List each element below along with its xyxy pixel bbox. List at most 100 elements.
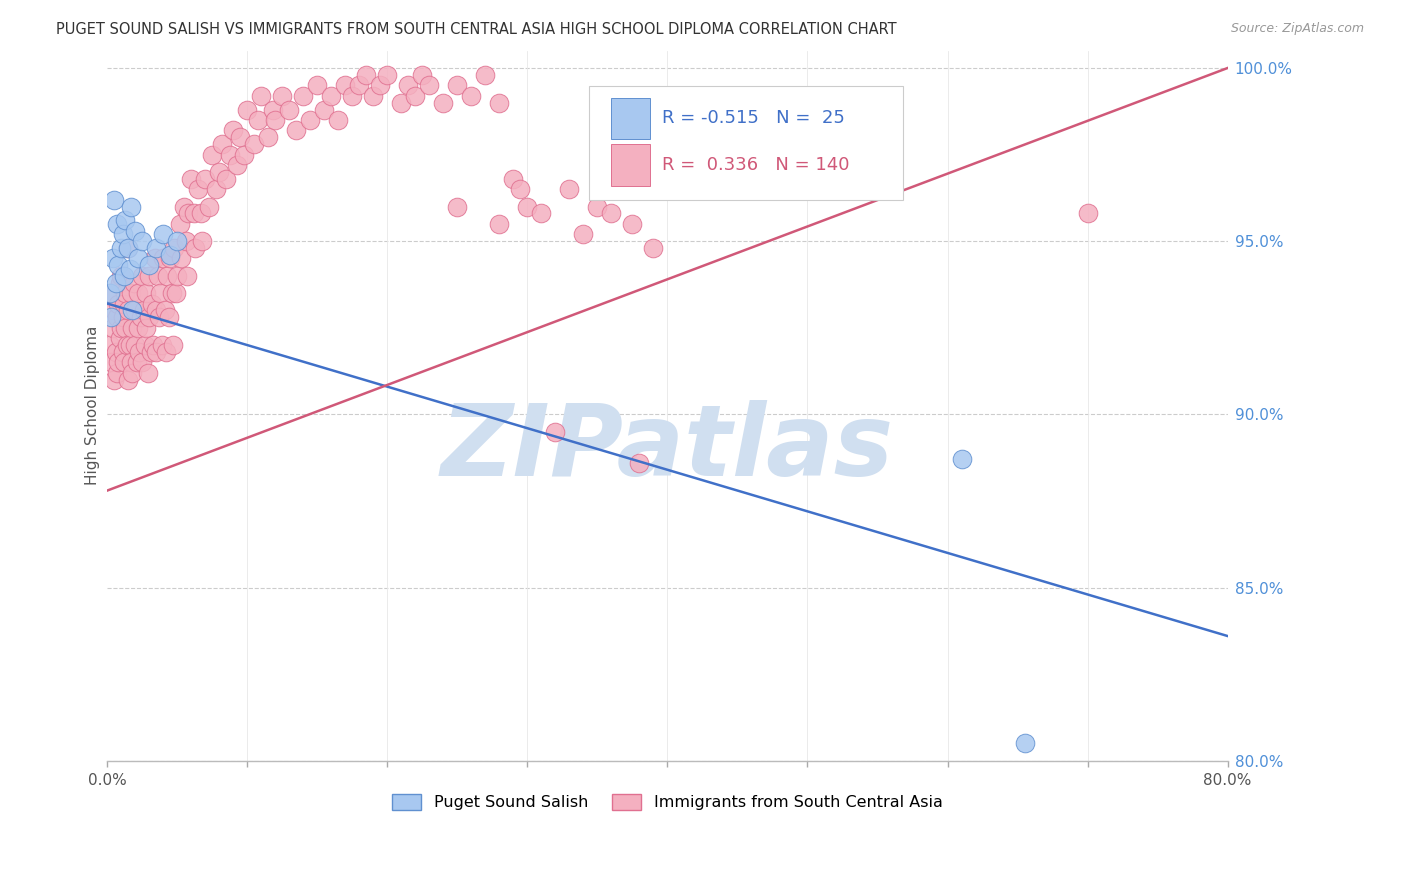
- Point: [586, 200, 609, 214]
- Point: [208, 165, 231, 179]
- Point: [262, 103, 284, 117]
- Point: [149, 286, 172, 301]
- FancyBboxPatch shape: [612, 97, 650, 139]
- Point: [201, 147, 224, 161]
- Point: [150, 338, 173, 352]
- Point: [226, 158, 249, 172]
- Point: [101, 320, 124, 334]
- Point: [120, 355, 142, 369]
- Point: [446, 200, 468, 214]
- Point: [292, 88, 315, 103]
- Y-axis label: High School Diploma: High School Diploma: [86, 326, 100, 485]
- Point: [118, 261, 141, 276]
- Point: [159, 248, 181, 262]
- Point: [278, 103, 301, 117]
- Point: [121, 303, 143, 318]
- Point: [138, 259, 160, 273]
- Point: [139, 345, 162, 359]
- Point: [105, 217, 128, 231]
- Point: [516, 200, 538, 214]
- Point: [184, 241, 207, 255]
- Point: [120, 200, 142, 214]
- Point: [356, 68, 378, 82]
- Point: [211, 137, 233, 152]
- Point: [148, 310, 170, 325]
- Point: [389, 95, 412, 110]
- Point: [404, 88, 426, 103]
- Point: [138, 268, 160, 283]
- Point: [169, 217, 191, 231]
- Point: [135, 286, 157, 301]
- Point: [131, 234, 153, 248]
- Point: [257, 130, 280, 145]
- Point: [117, 241, 139, 255]
- Point: [1014, 736, 1036, 750]
- Point: [134, 338, 156, 352]
- Point: [250, 88, 273, 103]
- Point: [342, 88, 364, 103]
- Point: [222, 123, 245, 137]
- Point: [105, 366, 128, 380]
- Point: [103, 193, 125, 207]
- Point: [509, 182, 531, 196]
- Point: [104, 345, 127, 359]
- Point: [111, 310, 134, 325]
- Point: [474, 68, 496, 82]
- Point: [176, 268, 198, 283]
- Point: [363, 88, 385, 103]
- Point: [236, 103, 259, 117]
- Point: [146, 268, 169, 283]
- Point: [375, 68, 398, 82]
- Point: [145, 241, 167, 255]
- Point: [132, 303, 155, 318]
- Point: [127, 320, 149, 334]
- Text: R =  0.336   N = 140: R = 0.336 N = 140: [662, 156, 849, 174]
- Point: [600, 206, 623, 220]
- Point: [502, 171, 524, 186]
- Point: [112, 355, 135, 369]
- Point: [103, 303, 125, 318]
- Point: [187, 182, 209, 196]
- Point: [111, 227, 134, 242]
- Point: [117, 241, 139, 255]
- Point: [125, 355, 148, 369]
- Point: [247, 112, 270, 127]
- Point: [117, 373, 139, 387]
- Point: [111, 345, 134, 359]
- Point: [159, 252, 181, 266]
- Point: [1077, 206, 1099, 220]
- Point: [104, 276, 127, 290]
- Point: [544, 425, 567, 439]
- Point: [114, 286, 136, 301]
- Point: [103, 373, 125, 387]
- Point: [107, 259, 129, 273]
- Point: [205, 182, 228, 196]
- Point: [299, 112, 322, 127]
- Point: [153, 303, 176, 318]
- Point: [107, 296, 129, 310]
- Point: [145, 303, 167, 318]
- Point: [117, 303, 139, 318]
- Point: [446, 78, 468, 93]
- Point: [156, 268, 179, 283]
- Point: [100, 310, 122, 325]
- Point: [160, 286, 183, 301]
- Point: [194, 171, 217, 186]
- Point: [215, 171, 238, 186]
- Point: [131, 268, 153, 283]
- Point: [530, 206, 553, 220]
- Point: [121, 366, 143, 380]
- Point: [142, 338, 165, 352]
- Point: [112, 296, 135, 310]
- Point: [118, 338, 141, 352]
- Point: [558, 182, 581, 196]
- Point: [314, 103, 336, 117]
- Point: [180, 171, 202, 186]
- Point: [100, 286, 122, 301]
- Point: [432, 95, 454, 110]
- Point: [136, 366, 159, 380]
- Point: [110, 268, 132, 283]
- Text: PUGET SOUND SALISH VS IMMIGRANTS FROM SOUTH CENTRAL ASIA HIGH SCHOOL DIPLOMA COR: PUGET SOUND SALISH VS IMMIGRANTS FROM SO…: [56, 22, 897, 37]
- Text: ZIPatlas: ZIPatlas: [441, 400, 894, 497]
- Point: [183, 206, 205, 220]
